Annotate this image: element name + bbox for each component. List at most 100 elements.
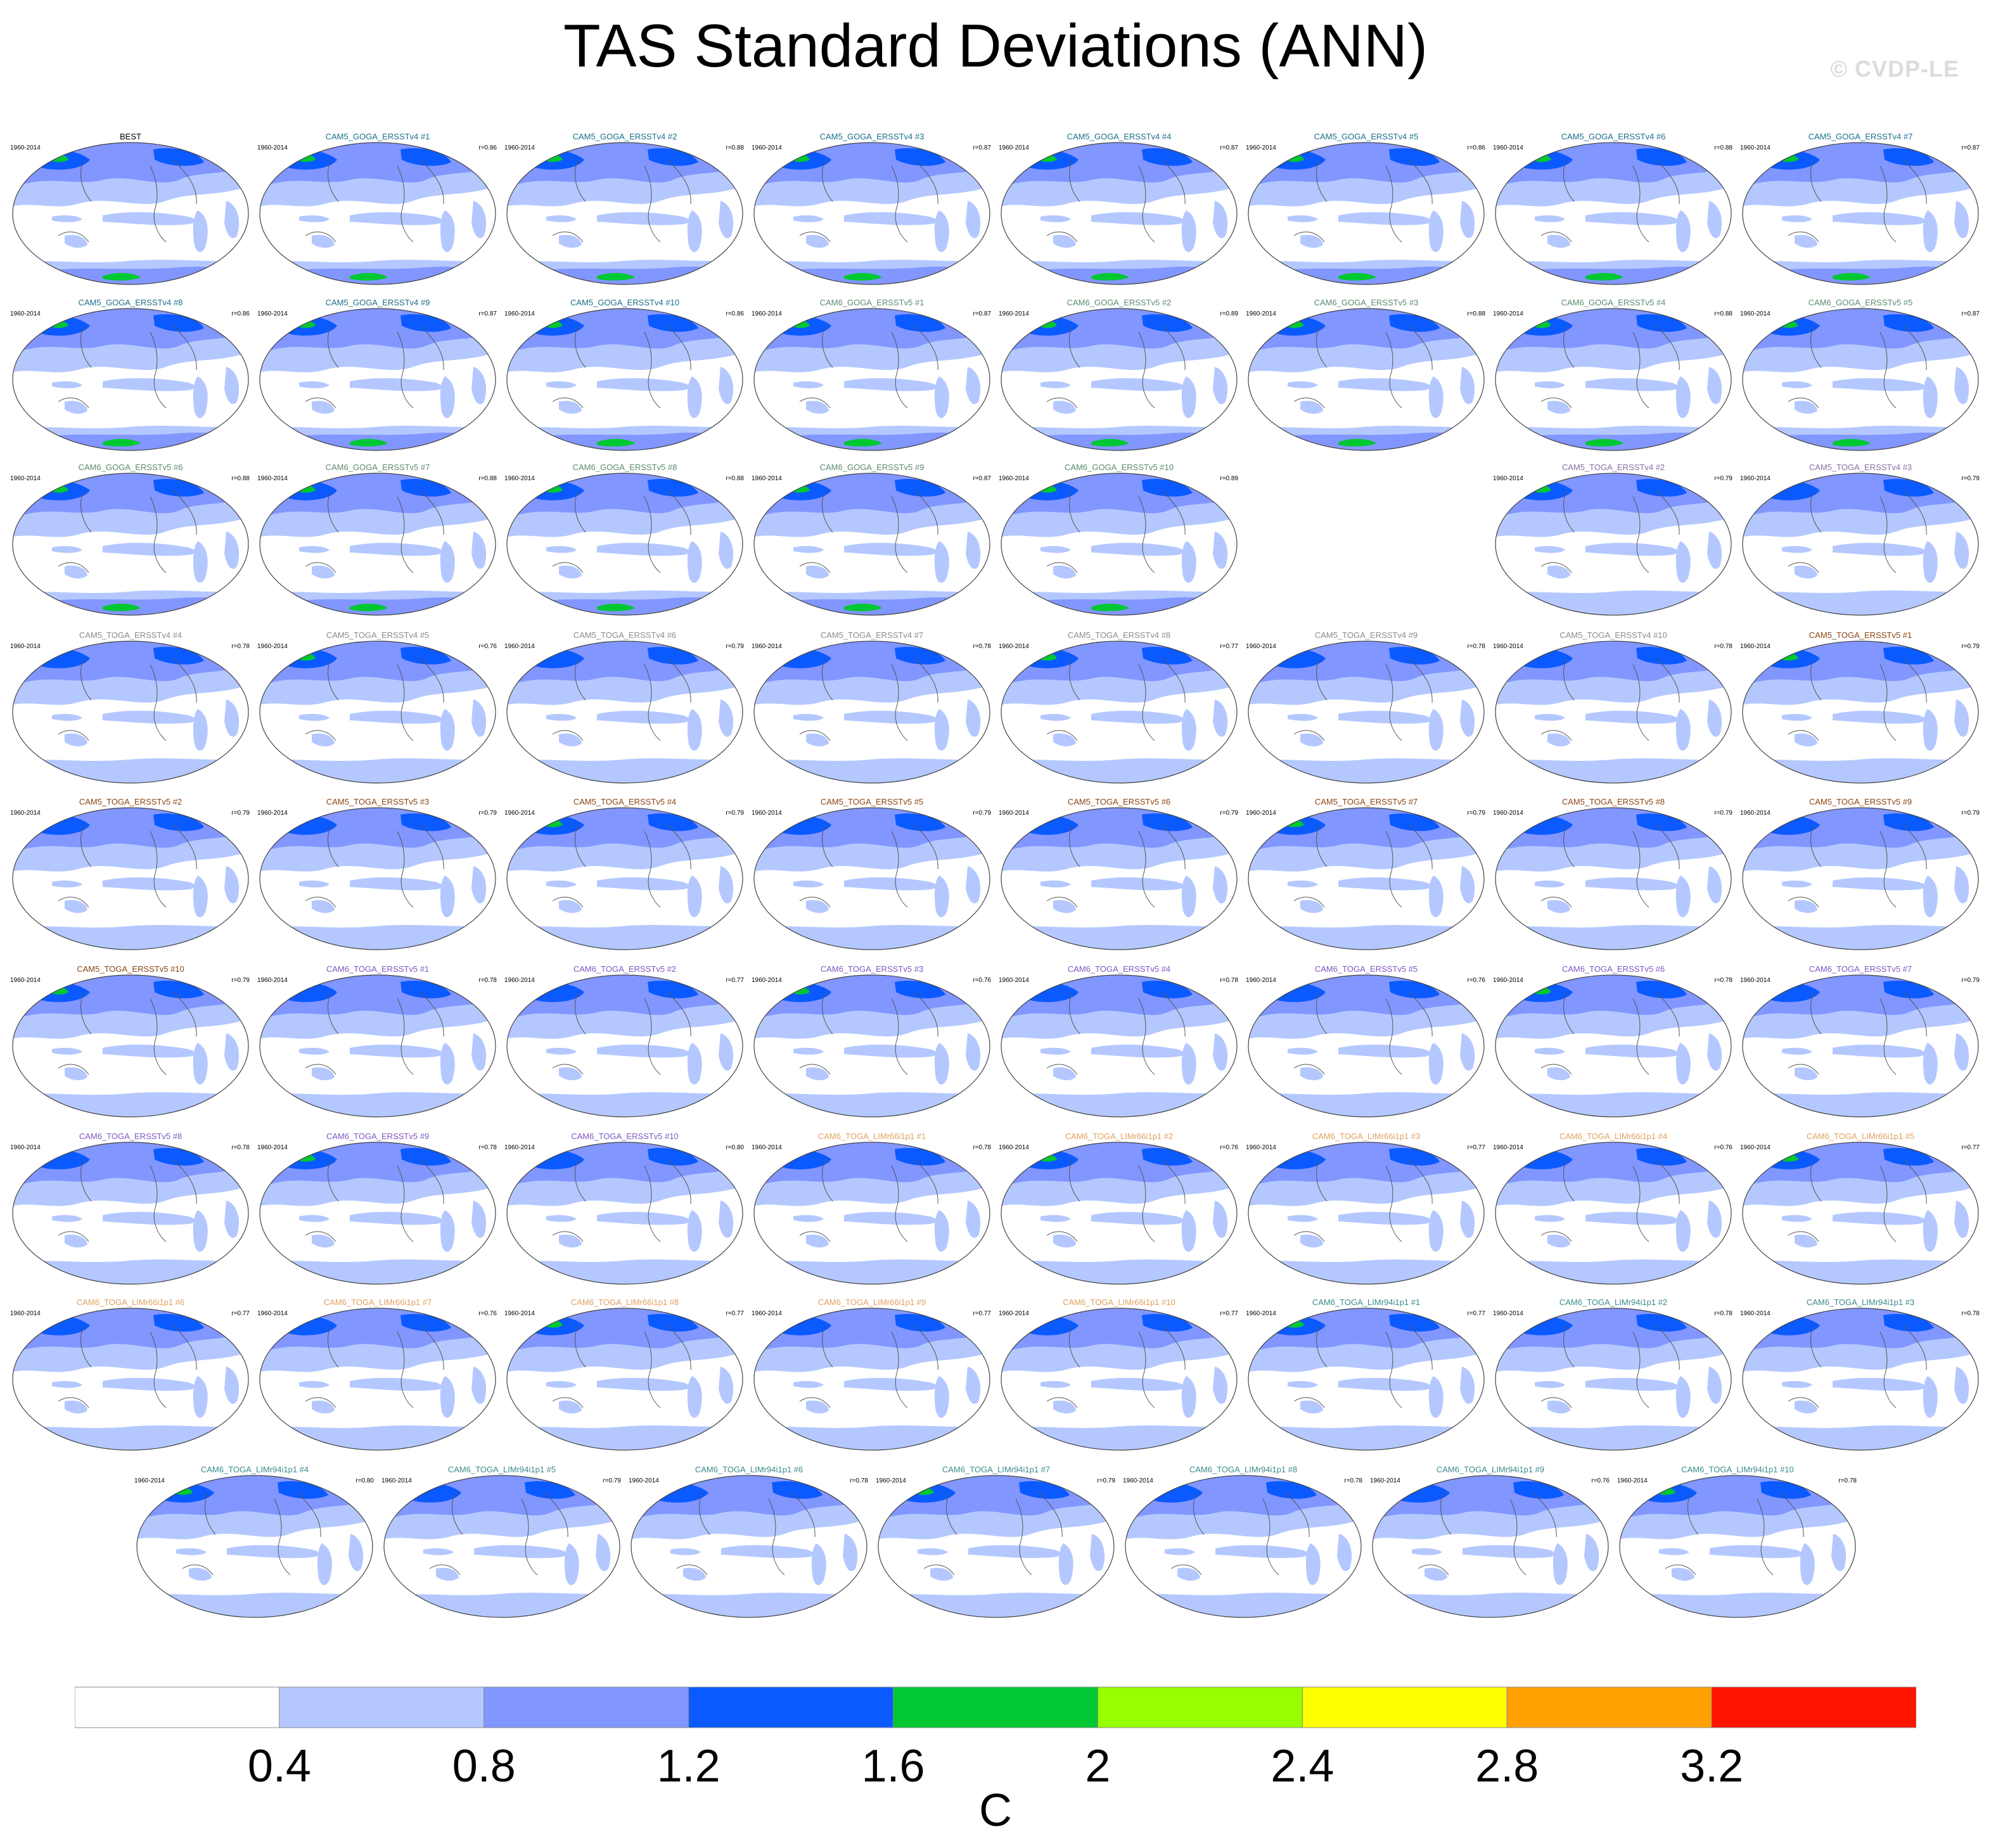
panel-title: CAM5_TOGA_ERSSTv5 #9 xyxy=(1809,797,1912,806)
panel-correlation: r=0.78 xyxy=(478,977,497,984)
panel-period: 1960-2014 xyxy=(1740,977,1770,984)
global-map xyxy=(12,807,249,950)
panel-title: CAM6_GOGA_ERSSTv5 #5 xyxy=(1808,298,1913,307)
panel-period: 1960-2014 xyxy=(134,1477,165,1484)
panel-period: 1960-2014 xyxy=(257,1310,288,1317)
global-map xyxy=(1248,807,1485,950)
panel-correlation: r=0.78 xyxy=(1961,1310,1980,1317)
global-map xyxy=(12,473,249,616)
map-panel: CAM5_TOGA_ERSSTv5 #5 1960-2014 r=0.79 xyxy=(749,797,995,963)
panel-title: CAM5_TOGA_ERSSTv5 #8 xyxy=(1561,797,1665,806)
map-panel: CAM5_TOGA_ERSSTv4 #10 1960-2014 r=0.78 xyxy=(1490,630,1736,796)
panel-correlation: r=0.77 xyxy=(1220,1310,1238,1317)
panel-period: 1960-2014 xyxy=(504,310,535,317)
global-map xyxy=(12,308,249,451)
panel-period: 1960-2014 xyxy=(1246,1310,1276,1317)
map-panel: CAM6_TOGA_LIMr66i1p1 #4 1960-2014 r=0.76 xyxy=(1490,1131,1736,1297)
panel-title: CAM5_GOGA_ERSSTv4 #4 xyxy=(1066,132,1172,141)
panel-title: CAM6_TOGA_LIMr66i1p1 #2 xyxy=(1065,1131,1174,1141)
panel-correlation: r=0.87 xyxy=(1220,144,1238,151)
colorbar-segment xyxy=(279,1686,485,1728)
panel-correlation: r=0.87 xyxy=(973,310,991,317)
colorbar-tick-label: 3.2 xyxy=(1680,1741,1744,1792)
panel-period: 1960-2014 xyxy=(10,144,41,151)
map-panel: CAM6_TOGA_LIMr94i1p1 #5 1960-2014 r=0.79 xyxy=(379,1465,625,1631)
panel-period: 1960-2014 xyxy=(999,310,1029,317)
panel-title: CAM5_GOGA_ERSSTv4 #3 xyxy=(819,132,925,141)
panel-title: CAM6_GOGA_ERSSTv5 #9 xyxy=(819,462,925,472)
map-panel: CAM5_TOGA_ERSSTv4 #5 1960-2014 r=0.76 xyxy=(255,630,501,796)
panel-period: 1960-2014 xyxy=(1123,1477,1153,1484)
map-panel: CAM6_TOGA_LIMr94i1p1 #4 1960-2014 r=0.80 xyxy=(132,1465,378,1631)
global-map xyxy=(1001,1142,1238,1285)
panel-period: 1960-2014 xyxy=(10,1144,41,1151)
panel-period: 1960-2014 xyxy=(1740,310,1770,317)
panel-title: CAM6_TOGA_LIMr94i1p1 #7 xyxy=(942,1465,1051,1474)
global-map xyxy=(12,1142,249,1285)
panel-title: CAM6_TOGA_LIMr66i1p1 #5 xyxy=(1806,1131,1915,1141)
panel-title: CAM5_GOGA_ERSSTv4 #10 xyxy=(570,298,679,307)
panel-correlation: r=0.77 xyxy=(726,977,744,984)
colorbar-segment xyxy=(1506,1686,1712,1728)
panel-correlation: r=0.89 xyxy=(1220,475,1238,482)
panel-correlation: r=0.79 xyxy=(726,810,744,817)
map-panel-grid: BEST 1960-2014 CAM5_GOGA_ERSSTv4 #1 1960-20… xyxy=(8,132,1980,1631)
panel-period: 1960-2014 xyxy=(504,1144,535,1151)
map-panel: CAM6_TOGA_LIMr94i1p1 #8 1960-2014 r=0.78 xyxy=(1120,1465,1366,1631)
panel-title: CAM5_TOGA_ERSSTv5 #2 xyxy=(79,797,182,806)
panel-correlation: r=0.88 xyxy=(1467,310,1485,317)
global-map xyxy=(12,640,249,784)
panel-period: 1960-2014 xyxy=(752,144,782,151)
panel-title: CAM5_GOGA_ERSSTv4 #5 xyxy=(1314,132,1419,141)
global-map xyxy=(1125,1475,1362,1618)
panel-title: CAM6_TOGA_ERSSTv5 #2 xyxy=(573,964,677,974)
global-map xyxy=(506,640,743,784)
panel-correlation: r=0.79 xyxy=(1961,977,1980,984)
panel-correlation: r=0.88 xyxy=(1714,310,1732,317)
map-panel: CAM5_TOGA_ERSSTv5 #6 1960-2014 r=0.79 xyxy=(996,797,1242,963)
colorbar-segment xyxy=(75,1686,280,1728)
panel-correlation: r=0.76 xyxy=(1220,1144,1238,1151)
watermark-text: © CVDP-LE xyxy=(1830,56,1959,82)
panel-title: CAM6_TOGA_ERSSTv5 #10 xyxy=(571,1131,679,1141)
panel-title: CAM5_GOGA_ERSSTv4 #2 xyxy=(572,132,677,141)
map-panel: CAM6_TOGA_ERSSTv5 #1 1960-2014 r=0.78 xyxy=(255,964,501,1130)
global-map xyxy=(1495,473,1732,616)
panel-correlation: r=0.76 xyxy=(478,643,497,650)
panel-correlation: r=0.78 xyxy=(1714,977,1732,984)
panel-title: CAM6_TOGA_LIMr66i1p1 #8 xyxy=(570,1297,679,1307)
map-panel: CAM5_TOGA_ERSSTv4 #9 1960-2014 r=0.78 xyxy=(1243,630,1489,796)
panel-correlation: r=0.87 xyxy=(1961,310,1980,317)
global-map xyxy=(1495,1142,1732,1285)
panel-period: 1960-2014 xyxy=(1246,310,1276,317)
map-panel: CAM5_TOGA_ERSSTv4 #6 1960-2014 r=0.79 xyxy=(502,630,748,796)
panel-period: 1960-2014 xyxy=(1740,643,1770,650)
panel-title: CAM5_TOGA_ERSSTv4 #4 xyxy=(79,630,182,640)
map-panel: CAM5_TOGA_ERSSTv5 #4 1960-2014 r=0.79 xyxy=(502,797,748,963)
panel-correlation: r=0.78 xyxy=(231,1144,250,1151)
global-map xyxy=(12,974,249,1118)
panel-correlation: r=0.78 xyxy=(1714,643,1732,650)
panel-period: 1960-2014 xyxy=(999,475,1029,482)
global-map xyxy=(383,1475,620,1618)
panel-title: CAM5_TOGA_ERSSTv5 #6 xyxy=(1067,797,1171,806)
map-panel: CAM5_TOGA_ERSSTv4 #4 1960-2014 r=0.78 xyxy=(8,630,253,796)
panel-correlation: r=0.78 xyxy=(1714,1310,1732,1317)
panel-title: CAM6_GOGA_ERSSTv5 #2 xyxy=(1066,298,1172,307)
panel-title: CAM6_TOGA_LIMr66i1p1 #3 xyxy=(1312,1131,1421,1141)
panel-period: 1960-2014 xyxy=(1740,144,1770,151)
panel-period: 1960-2014 xyxy=(1493,977,1523,984)
map-panel: CAM6_TOGA_LIMr94i1p1 #10 1960-2014 r=0.78 xyxy=(1615,1465,1860,1631)
panel-correlation: r=0.78 xyxy=(478,1144,497,1151)
global-map xyxy=(12,1308,249,1451)
panel-correlation: r=0.79 xyxy=(1961,475,1980,482)
panel-correlation: r=0.87 xyxy=(1961,144,1980,151)
global-map xyxy=(259,1308,496,1451)
global-map xyxy=(506,1308,743,1451)
panel-correlation: r=0.78 xyxy=(1344,1477,1362,1484)
panel-correlation: r=0.80 xyxy=(355,1477,374,1484)
map-panel: CAM6_TOGA_ERSSTv5 #3 1960-2014 r=0.76 xyxy=(749,964,995,1130)
global-map xyxy=(753,308,990,451)
panel-correlation: r=0.79 xyxy=(1714,475,1732,482)
panel-period: 1960-2014 xyxy=(504,1310,535,1317)
